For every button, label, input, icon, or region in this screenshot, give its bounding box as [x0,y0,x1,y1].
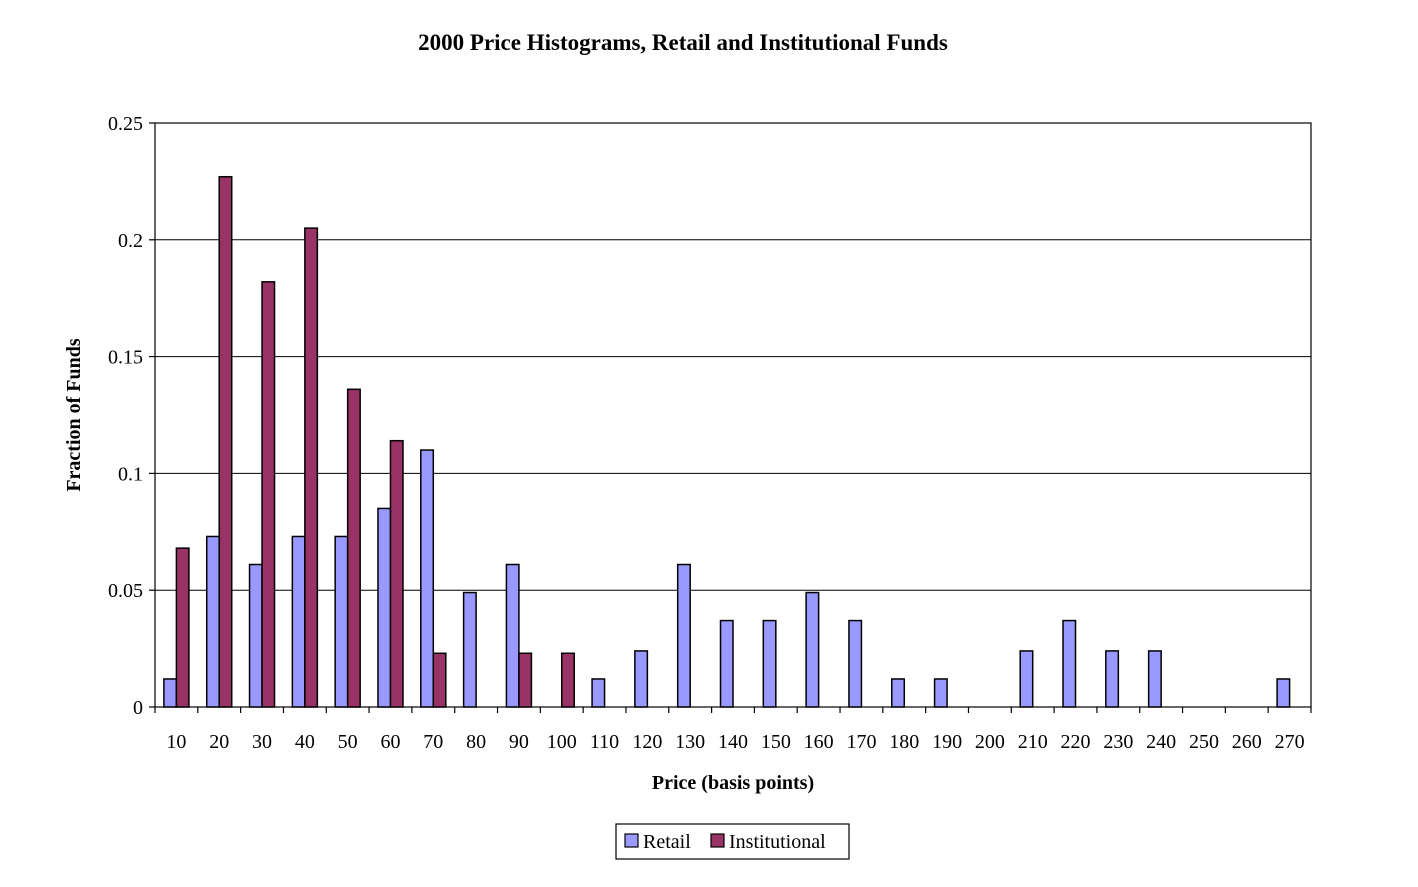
x-tick-label: 170 [846,731,876,753]
x-tick-label: 60 [380,731,400,753]
x-tick-label: 10 [166,731,186,753]
x-tick-label: 150 [761,731,791,753]
bar-retail-10 [163,678,178,708]
y-tick-label: 0.25 [108,113,143,135]
legend: Retail Institutional [615,823,850,860]
x-tick-label: 260 [1232,731,1262,753]
y-axis: 0 0.05 0.1 0.15 0.2 0.25 [108,113,155,719]
x-tick-label: 220 [1061,731,1091,753]
bar-institutional-10 [175,547,190,708]
bar-retail-270 [1276,678,1291,708]
x-tick-label: 80 [466,731,486,753]
x-tick-label: 140 [718,731,748,753]
bar-institutional-60 [389,439,404,708]
gridlines [155,239,1311,591]
bar-retail-190 [933,678,948,708]
x-tick-label: 230 [1103,731,1133,753]
bar-retail-50 [334,535,349,708]
y-tick-label: 0.15 [108,347,143,369]
chart-title: 2000 Price Histograms, Retail and Instit… [418,30,948,55]
bar-retail-130 [676,563,691,708]
y-tick-label: 0.2 [118,230,143,252]
legend-swatch-institutional [710,833,725,848]
x-tick-label: 90 [509,731,529,753]
x-tick-label: 30 [252,731,272,753]
bar-retail-90 [505,563,520,708]
x-axis-label: Price (basis points) [652,772,814,794]
bar-retail-220 [1062,619,1077,708]
bar-retail-160 [805,591,820,708]
x-tick-label: 70 [423,731,443,753]
bar-institutional-100 [560,652,575,708]
bar-retail-40 [291,535,306,708]
bar-retail-170 [848,619,863,708]
x-tick-label: 160 [804,731,834,753]
y-tick-label: 0.1 [118,463,143,485]
y-tick-label: 0 [133,697,143,719]
x-tick-label: 190 [932,731,962,753]
bar-retail-110 [591,678,606,708]
x-tick-label: 100 [547,731,577,753]
x-tick-label: 110 [590,731,619,753]
bar-institutional-50 [346,388,361,708]
x-tick-label: 130 [675,731,705,753]
bar-institutional-20 [218,175,233,708]
y-axis-label: Fraction of Funds [63,338,85,492]
x-tick-label: 120 [632,731,662,753]
bar-retail-60 [377,507,392,708]
x-tick-label: 20 [209,731,229,753]
plot-area [154,122,1312,708]
bar-institutional-70 [432,652,447,708]
y-tick-label: 0.05 [108,580,143,602]
bar-retail-180 [891,678,906,708]
bar-institutional-30 [261,281,276,708]
bar-retail-70 [420,449,435,708]
legend-label-retail: Retail [643,831,691,853]
bar-institutional-40 [304,227,319,708]
x-tick-label: 40 [295,731,315,753]
bars-group [163,175,1291,708]
bar-retail-140 [719,619,734,708]
x-tick-label: 250 [1189,731,1219,753]
bar-institutional-90 [518,652,533,708]
bar-retail-240 [1147,650,1162,708]
x-tick-label: 240 [1146,731,1176,753]
bar-retail-230 [1105,650,1120,708]
legend-swatch-retail [624,833,639,848]
bar-retail-80 [462,591,477,708]
legend-label-institutional: Institutional [729,831,826,853]
bar-retail-30 [248,563,263,708]
x-axis: 10 20 30 40 50 60 70 80 90 100 110 120 130 140 150 160 1… [154,707,1312,753]
bar-retail-210 [1019,650,1034,708]
x-tick-label: 210 [1018,731,1048,753]
x-tick-label: 270 [1275,731,1305,753]
x-tick-label: 50 [338,731,358,753]
x-tick-label: 180 [889,731,919,753]
bar-retail-20 [205,535,220,708]
bar-retail-120 [634,650,649,708]
legend-box [615,823,850,860]
bar-retail-150 [762,619,777,708]
x-tick-label: 200 [975,731,1005,753]
